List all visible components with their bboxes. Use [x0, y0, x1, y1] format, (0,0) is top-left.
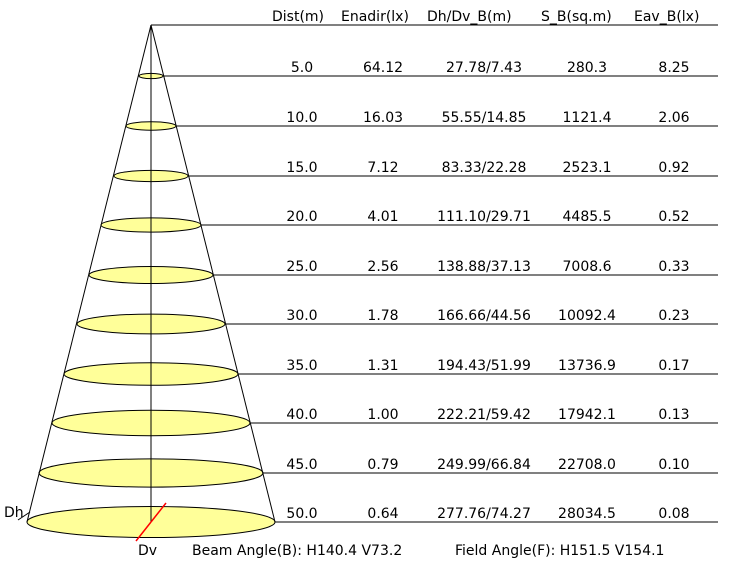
dh-pointer-line	[17, 511, 31, 521]
cell-enadir: 2.56	[367, 259, 399, 275]
cell-dhdv: 55.55/14.85	[441, 110, 527, 126]
cell-sb: 280.3	[566, 60, 608, 76]
cell-sb: 13736.9	[558, 358, 616, 374]
cell-eav: 0.23	[658, 308, 690, 324]
cell-dhdv: 277.76/74.27	[437, 506, 531, 522]
cell-dhdv: 249.99/66.84	[437, 457, 531, 473]
cell-enadir: 1.78	[367, 308, 399, 324]
cell-dist: 40.0	[286, 407, 318, 423]
cell-dist: 25.0	[286, 259, 318, 275]
cell-enadir: 0.64	[367, 506, 399, 522]
cell-eav: 0.52	[658, 209, 690, 225]
header-sb: S_B(sq.m)	[541, 9, 612, 25]
header-dhdv: Dh/Dv_B(m)	[427, 9, 512, 25]
cell-dist: 15.0	[286, 160, 318, 176]
cell-eav: 8.25	[658, 60, 690, 76]
cell-sb: 7008.6	[562, 259, 612, 275]
cell-dist: 50.0	[286, 506, 318, 522]
cell-sb: 4485.5	[562, 209, 612, 225]
cell-sb: 1121.4	[562, 110, 612, 126]
header-eav: Eav_B(lx)	[634, 9, 700, 25]
cone-left-edge	[26, 24, 152, 523]
cell-sb: 17942.1	[558, 407, 616, 423]
cell-eav: 0.33	[658, 259, 690, 275]
cell-dhdv: 222.21/59.42	[437, 407, 531, 423]
cell-dist: 20.0	[286, 209, 318, 225]
cell-enadir: 4.01	[367, 209, 399, 225]
cell-enadir: 1.31	[367, 358, 399, 374]
cell-eav: 0.08	[658, 506, 690, 522]
cell-enadir: 1.00	[367, 407, 399, 423]
cell-enadir: 16.03	[362, 110, 404, 126]
header-dist: Dist(m)	[272, 9, 325, 25]
cell-dist: 35.0	[286, 358, 318, 374]
cell-sb: 2523.1	[562, 160, 612, 176]
cell-dhdv: 166.66/44.56	[437, 308, 531, 324]
cell-dhdv: 111.10/29.71	[437, 209, 531, 225]
cell-dhdv: 27.78/7.43	[446, 60, 522, 76]
cell-enadir: 0.79	[367, 457, 399, 473]
cell-eav: 0.92	[658, 160, 690, 176]
cell-eav: 0.17	[658, 358, 690, 374]
cell-sb: 22708.0	[558, 457, 616, 473]
cell-sb: 28034.5	[558, 506, 616, 522]
cell-dhdv: 194.43/51.99	[437, 358, 531, 374]
cell-dhdv: 138.88/37.13	[437, 259, 531, 275]
cell-enadir: 7.12	[367, 160, 399, 176]
dh-label: Dh	[4, 505, 24, 521]
cell-eav: 0.13	[658, 407, 690, 423]
cell-sb: 10092.4	[558, 308, 616, 324]
cell-dist: 45.0	[286, 457, 318, 473]
cell-enadir: 64.12	[362, 60, 404, 76]
field-angle-text: Field Angle(F): H151.5 V154.1	[455, 543, 665, 559]
cell-dist: 10.0	[286, 110, 318, 126]
cone-right-edge	[150, 24, 276, 523]
cell-dhdv: 83.33/22.28	[441, 160, 527, 176]
beam-angle-text: Beam Angle(B): H140.4 V73.2	[192, 543, 403, 559]
dv-radius-line	[150, 502, 167, 523]
cell-eav: 0.10	[658, 457, 690, 473]
cell-dist: 5.0	[290, 60, 314, 76]
cell-dist: 30.0	[286, 308, 318, 324]
header-enadir: Enadir(lx)	[341, 9, 409, 25]
dv-label: Dv	[138, 543, 158, 559]
cell-eav: 2.06	[658, 110, 690, 126]
dv-radius-line-lower	[135, 521, 152, 542]
